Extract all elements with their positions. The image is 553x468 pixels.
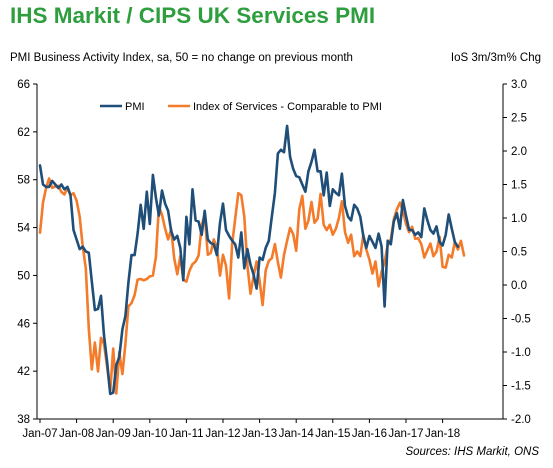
x-tick-label: Jan-13 xyxy=(242,428,277,440)
left-tick-label: 38 xyxy=(17,414,30,426)
right-tick-label: 0.0 xyxy=(511,280,527,292)
right-tick-label: -1.5 xyxy=(511,381,531,393)
right-tick-label: -2.0 xyxy=(511,414,531,426)
right-tick-label: 3.0 xyxy=(511,79,527,91)
chart-title: IHS Markit / CIPS UK Services PMI xyxy=(10,3,376,28)
right-tick-label: 0.5 xyxy=(511,247,527,259)
pmi-series-line xyxy=(38,124,460,396)
left-tick-label: 50 xyxy=(17,270,30,282)
right-tick-label: 2.5 xyxy=(511,113,527,125)
right-tick-label: 2.0 xyxy=(511,146,527,158)
left-tick-label: 66 xyxy=(17,79,30,91)
right-tick-label: 1.0 xyxy=(511,213,527,225)
left-tick-label: 58 xyxy=(17,175,30,187)
right-tick-label: -1.0 xyxy=(511,347,531,359)
left-axis-caption: PMI Business Activity Index, sa, 50 = no… xyxy=(10,52,353,64)
x-tick-label: Jan-10 xyxy=(132,428,167,440)
x-tick-label: Jan-18 xyxy=(425,428,460,440)
x-tick-label: Jan-14 xyxy=(279,428,315,440)
x-tick-label: Jan-17 xyxy=(388,428,423,440)
right-tick-label: 1.5 xyxy=(511,180,527,192)
left-tick-label: 46 xyxy=(17,318,30,330)
left-tick-label: 42 xyxy=(17,366,30,378)
legend-label-pmi: PMI xyxy=(125,101,145,113)
index-of-services-series-line xyxy=(38,177,466,395)
x-tick-label: Jan-12 xyxy=(205,428,240,440)
x-tick-label: Jan-08 xyxy=(59,428,94,440)
right-tick-label: -0.5 xyxy=(511,314,531,326)
x-tick-label: Jan-16 xyxy=(352,428,387,440)
x-tick-label: Jan-15 xyxy=(315,428,350,440)
legend-label-index-of-services: Index of Services - Comparable to PMI xyxy=(193,101,382,113)
source-note: Sources: IHS Markit, ONS xyxy=(405,446,539,458)
left-tick-label: 62 xyxy=(17,127,30,139)
left-tick-label: 54 xyxy=(17,223,30,235)
x-tick-label: Jan-09 xyxy=(96,428,131,440)
right-axis-caption: IoS 3m/3m% Chg xyxy=(450,52,541,64)
x-tick-label: Jan-07 xyxy=(22,428,57,440)
x-tick-label: Jan-11 xyxy=(169,428,203,440)
